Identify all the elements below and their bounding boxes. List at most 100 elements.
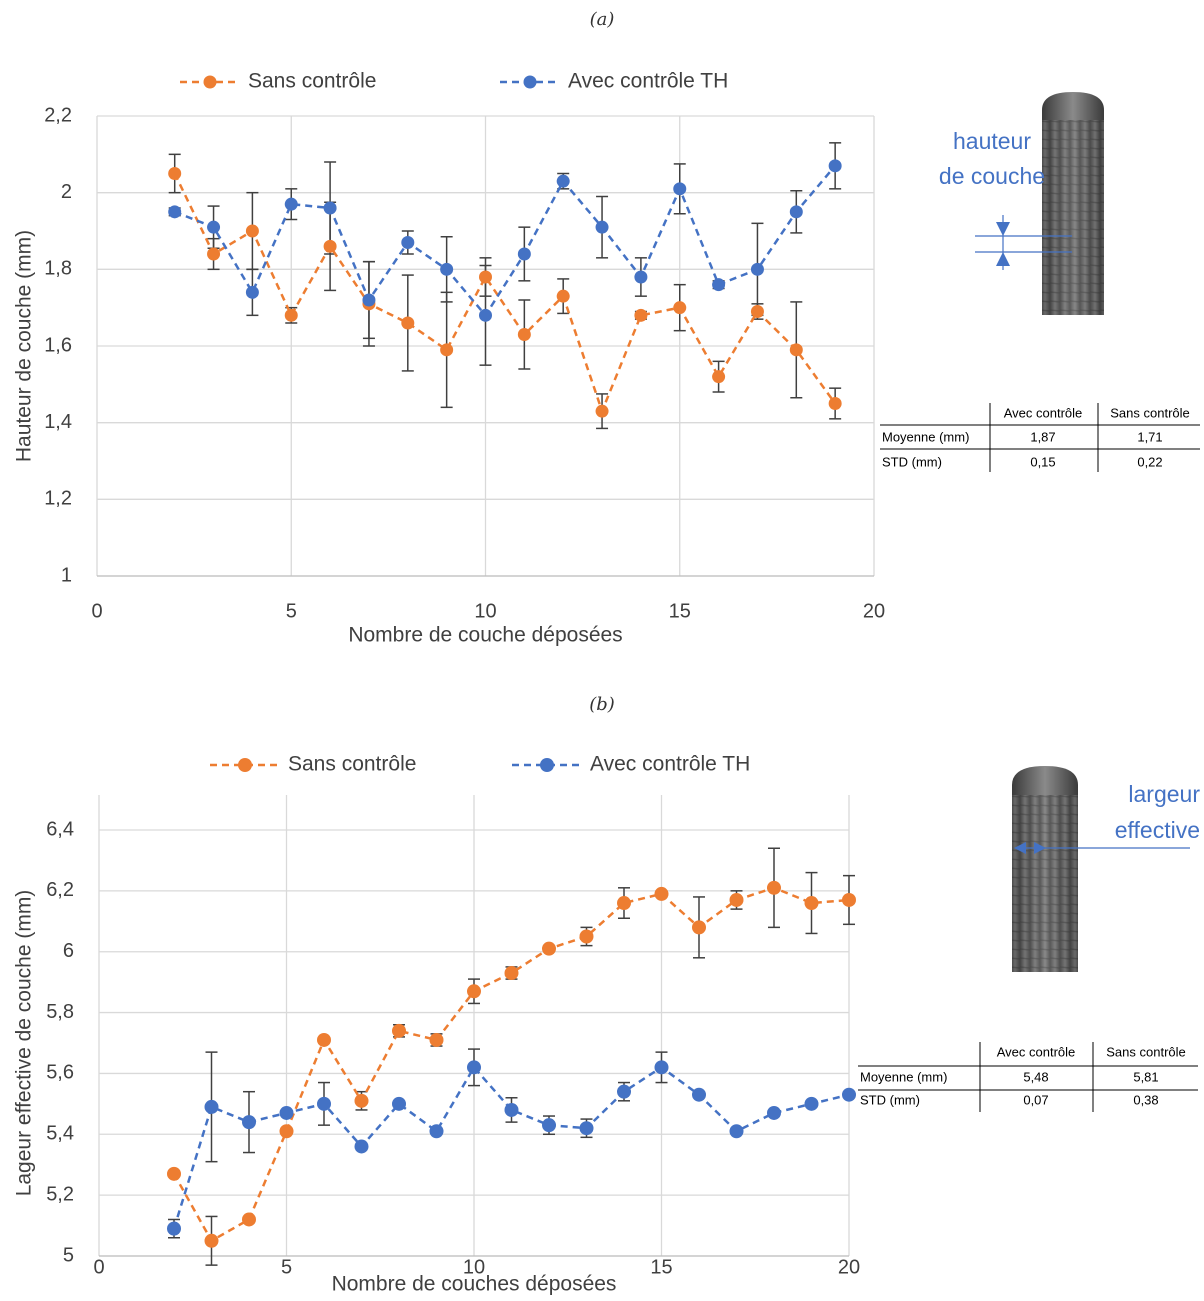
marker [654, 1060, 669, 1075]
marker [673, 301, 687, 315]
marker [673, 182, 687, 196]
marker [242, 1115, 256, 1130]
marker [712, 278, 726, 292]
table-row-label: Moyenne (mm) [860, 1069, 947, 1084]
table-cell: 1,71 [1137, 429, 1162, 444]
marker [204, 1099, 219, 1114]
table-header: Sans contrôle [1106, 1044, 1186, 1059]
table-cell: 0,15 [1030, 454, 1055, 469]
marker [467, 984, 481, 999]
legend-label: Avec contrôle TH [590, 753, 750, 776]
marker [654, 886, 669, 901]
marker [362, 293, 376, 307]
y-tick-label: 5,8 [46, 1001, 74, 1023]
marker [245, 224, 259, 238]
y-tick-label: 5,2 [46, 1183, 74, 1205]
table-row-label: STD (mm) [882, 454, 942, 469]
marker [429, 1032, 444, 1047]
marker [284, 308, 298, 322]
annotation: de couche [939, 163, 1045, 189]
marker [401, 316, 415, 330]
photo-a [975, 92, 1104, 315]
marker [634, 270, 648, 284]
table-cell: 5,81 [1133, 1069, 1158, 1084]
table-cell: 0,38 [1133, 1092, 1158, 1107]
marker [692, 920, 706, 935]
marker [579, 1121, 594, 1136]
marker [245, 285, 259, 299]
marker [467, 1060, 481, 1075]
x-axis-label: Nombre de couche déposées [348, 624, 622, 647]
annotation: largeur [1128, 781, 1200, 807]
marker [579, 929, 594, 944]
marker [729, 1124, 744, 1139]
table-header: Avec contrôle [1004, 405, 1083, 420]
marker [479, 308, 492, 322]
marker [517, 247, 531, 261]
marker [204, 1233, 219, 1248]
marker [842, 1087, 856, 1102]
table-row-label: STD (mm) [860, 1092, 920, 1107]
marker [323, 201, 337, 215]
marker [323, 239, 337, 253]
x-tick-label: 15 [650, 1256, 672, 1278]
marker [317, 1032, 331, 1047]
legend-marker [523, 75, 537, 89]
marker [556, 289, 570, 303]
marker [167, 1166, 181, 1181]
marker [542, 1118, 556, 1133]
y-tick-label: 2 [61, 181, 72, 203]
marker [804, 1096, 819, 1111]
table-cell: 1,87 [1030, 429, 1055, 444]
x-tick-label: 10 [474, 600, 496, 622]
annotation: effective [1115, 817, 1200, 843]
legend-label: Sans contrôle [288, 753, 416, 776]
y-axis-label: Lageur effective de couche (mm) [13, 890, 36, 1197]
marker [750, 262, 764, 276]
x-tick-label: 20 [863, 600, 885, 622]
marker [789, 343, 803, 357]
y-tick-label: 2,2 [44, 104, 72, 126]
marker [392, 1023, 406, 1038]
x-tick-label: 5 [286, 600, 297, 622]
table-cell: 0,07 [1023, 1092, 1048, 1107]
x-tick-label: 0 [91, 600, 102, 622]
x-axis-label: Nombre de couches déposées [332, 1273, 617, 1296]
marker [392, 1096, 406, 1111]
annotation: hauteur [953, 128, 1031, 154]
series-line [173, 172, 837, 415]
marker [168, 167, 182, 180]
table-header: Avec contrôle [997, 1044, 1076, 1059]
marker [767, 1105, 781, 1120]
x-tick-label: 10 [463, 1256, 485, 1278]
marker [168, 205, 182, 219]
series-line [172, 886, 850, 1243]
y-tick-label: 6 [63, 940, 74, 962]
marker [712, 370, 726, 384]
marker [284, 197, 298, 211]
marker [729, 892, 744, 907]
marker [401, 236, 415, 249]
table-cell: 0,22 [1137, 454, 1162, 469]
marker [504, 1102, 519, 1117]
x-tick-label: 20 [838, 1256, 860, 1278]
legend-marker [540, 758, 554, 772]
legend-marker [238, 758, 252, 772]
y-tick-label: 5 [63, 1244, 74, 1266]
table-cell: 5,48 [1023, 1069, 1048, 1084]
marker [479, 270, 492, 284]
marker [504, 966, 519, 981]
marker [242, 1212, 256, 1227]
y-tick-label: 1 [61, 564, 72, 586]
marker [804, 896, 819, 911]
marker [207, 220, 221, 234]
y-tick-label: 1,8 [44, 258, 72, 280]
marker [828, 397, 842, 410]
marker [517, 328, 531, 341]
x-tick-label: 5 [281, 1256, 292, 1278]
chart-title: (a) [590, 9, 615, 30]
marker [595, 404, 609, 418]
marker [317, 1096, 331, 1111]
table-row-label: Moyenne (mm) [882, 429, 969, 444]
